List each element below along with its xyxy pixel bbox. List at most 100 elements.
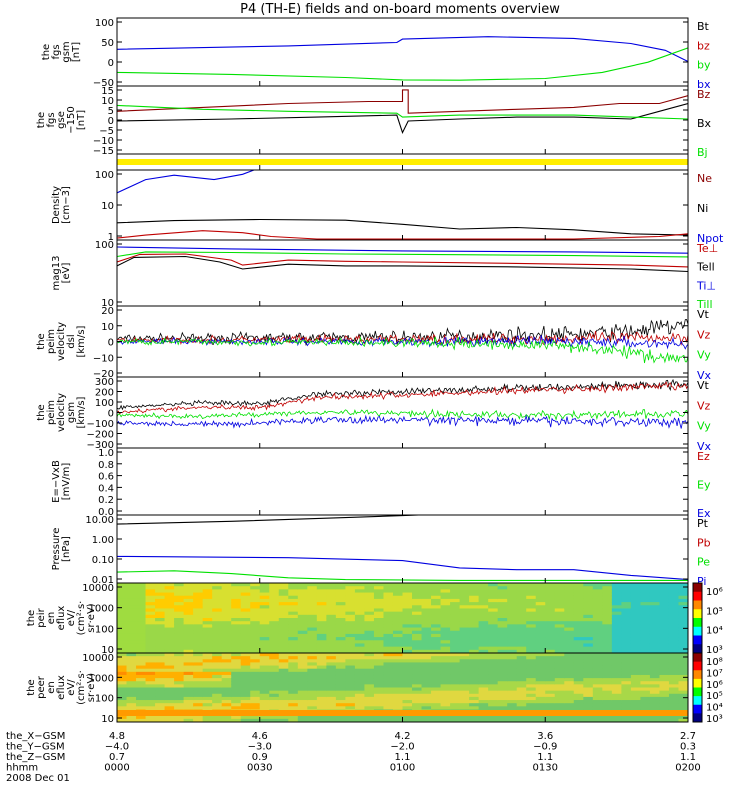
legend-entry: Vz bbox=[697, 328, 711, 341]
y-tick-label: 0 bbox=[108, 116, 114, 127]
panel-frame bbox=[116, 17, 689, 87]
y-tick-label: 50 bbox=[101, 38, 114, 49]
y-ticks: 10.00 1.00 0.10 0.01 bbox=[85, 515, 688, 586]
y-tick-label: 0.10 bbox=[92, 555, 114, 566]
legend-entry: Vy bbox=[697, 349, 711, 362]
y-label-line: en bbox=[46, 681, 57, 694]
colorbar-tick-label: 10⁸ bbox=[706, 657, 723, 668]
x-tick-label: 0.3 bbox=[680, 742, 696, 753]
series-line-red bbox=[117, 330, 688, 346]
series-line-black bbox=[117, 378, 688, 411]
legend: Ez Ey Ex bbox=[697, 450, 711, 520]
y-ticks: 100 50 0 −50 bbox=[93, 18, 688, 89]
legend-entry: Vx bbox=[697, 440, 712, 453]
colorbar-tick-label: 10³ bbox=[706, 714, 723, 725]
y-tick-label: 5 bbox=[108, 106, 114, 117]
panel-8: Ez Ey Ex 1.00.80.60.40.20.0 E=−VxB [mV/m] bbox=[51, 447, 711, 520]
y-label-line: the bbox=[26, 679, 37, 695]
y-tick-label: 20 bbox=[101, 306, 114, 317]
y-tick-label: 0.8 bbox=[98, 460, 114, 471]
y-axis-label: the fgs gsm [nT] bbox=[41, 41, 82, 62]
series-line-black bbox=[117, 255, 688, 273]
y-axis-label: the peim velocity gsm [km/s] bbox=[36, 393, 87, 432]
colorbar-segment bbox=[693, 661, 702, 671]
y-label-line: fgs bbox=[51, 44, 62, 59]
y-label-line: the bbox=[36, 112, 47, 128]
x-tick-label: 0100 bbox=[390, 763, 415, 774]
colorbar-segment bbox=[693, 635, 702, 645]
y-tick-label: 10 bbox=[101, 645, 114, 656]
y-tick-label: −50 bbox=[93, 78, 114, 89]
y-tick-label: −20 bbox=[93, 369, 114, 380]
panel-6: Vt Vz Vy Vx 20 10 0 −10 −20 the peim velocity dsl [km… bbox=[36, 305, 712, 382]
y-tick-label: 1000 bbox=[89, 604, 114, 615]
panel-frame bbox=[116, 169, 689, 241]
y-label-line: [km/s] bbox=[76, 325, 87, 357]
y-tick-label: −100 bbox=[87, 419, 114, 430]
y-label-line: dsl bbox=[66, 334, 77, 348]
y-label-line: eV/ bbox=[66, 679, 77, 696]
colorbar-tick-label: 10⁴ bbox=[706, 626, 723, 637]
y-ticks: 100 10 1 bbox=[95, 170, 688, 243]
spectrogram-cells bbox=[117, 583, 688, 653]
series-group bbox=[117, 89, 688, 135]
legend-entry: Pb bbox=[697, 536, 711, 549]
x-tick-label: 0.9 bbox=[252, 752, 268, 763]
y-tick-label: −300 bbox=[87, 440, 114, 451]
y-label-line: peim bbox=[46, 329, 57, 354]
y-tick-label: 0.6 bbox=[98, 472, 114, 483]
y-label-line: mag13 bbox=[51, 256, 62, 291]
y-tick-label: 0.2 bbox=[98, 495, 114, 506]
y-label-line: en bbox=[46, 612, 57, 625]
series-line-green bbox=[117, 104, 688, 120]
panel-frame bbox=[116, 239, 689, 307]
x-tick-label: 4.8 bbox=[109, 731, 125, 742]
y-label-line: eflux bbox=[56, 675, 67, 700]
x-tick-label: −0.9 bbox=[533, 742, 557, 753]
colorbar-tick-label: 10⁶ bbox=[706, 680, 723, 691]
y-label-line: [km/s] bbox=[76, 396, 87, 428]
x-tick-label: −4.0 bbox=[105, 742, 129, 753]
y-tick-label: 15 bbox=[101, 86, 114, 97]
y-label-line: (cm²·s· bbox=[76, 670, 87, 705]
series-line-red bbox=[117, 381, 688, 415]
y-tick-label: 0 bbox=[108, 409, 114, 420]
legend-entry: Ti⊥ bbox=[696, 279, 716, 292]
x-tick-label: 3.6 bbox=[537, 731, 553, 742]
legend: Ne Ni Npot bbox=[697, 172, 724, 245]
y-tick-label: 0.0 bbox=[98, 507, 114, 518]
y-label-line: [eV] bbox=[61, 263, 72, 284]
legend-entry: Bz bbox=[697, 88, 711, 101]
panel-1: Bt bz by bx 100 50 0 −50 the fgs gsm [nT] bbox=[41, 17, 711, 91]
y-label-line: gsm bbox=[61, 41, 72, 62]
legend: Te⊥ Tell Ti⊥ Till bbox=[696, 242, 718, 311]
series-group bbox=[117, 378, 688, 429]
y-tick-label: 1000 bbox=[89, 673, 114, 684]
legend-entry: Ez bbox=[697, 450, 710, 463]
legend-entry: Vx bbox=[697, 369, 712, 382]
y-axis-label: the peir en eflux eV/(cm²·s· sr·eV) bbox=[26, 601, 97, 636]
legend-entry: Pt bbox=[697, 517, 709, 530]
colorbar-segment bbox=[693, 644, 702, 654]
colorbar-segment bbox=[693, 583, 702, 593]
legend-entry: bx bbox=[697, 78, 711, 91]
series-line-red bbox=[117, 230, 688, 240]
colorbar-tick-label: 10⁶ bbox=[706, 587, 723, 598]
panel-10: 10⁶ 10⁵ 10⁴ 10³ 10000 1000 100 10 the peir en eflux… bbox=[26, 582, 723, 656]
legend-entry: by bbox=[697, 59, 711, 72]
y-tick-label: 10 bbox=[101, 96, 114, 107]
y-label-line: sr·eV) bbox=[86, 673, 97, 702]
series-line-blue bbox=[117, 414, 688, 429]
y-label-line: fgs bbox=[46, 112, 57, 127]
x-tick-label: 4.2 bbox=[395, 731, 411, 742]
series-line-blue bbox=[117, 246, 688, 254]
series-line-blue bbox=[117, 170, 255, 194]
y-label-line: gse bbox=[56, 111, 67, 129]
legend-entry: Pi bbox=[697, 575, 706, 588]
y-label-line: the bbox=[36, 333, 47, 349]
series-group bbox=[117, 170, 688, 240]
